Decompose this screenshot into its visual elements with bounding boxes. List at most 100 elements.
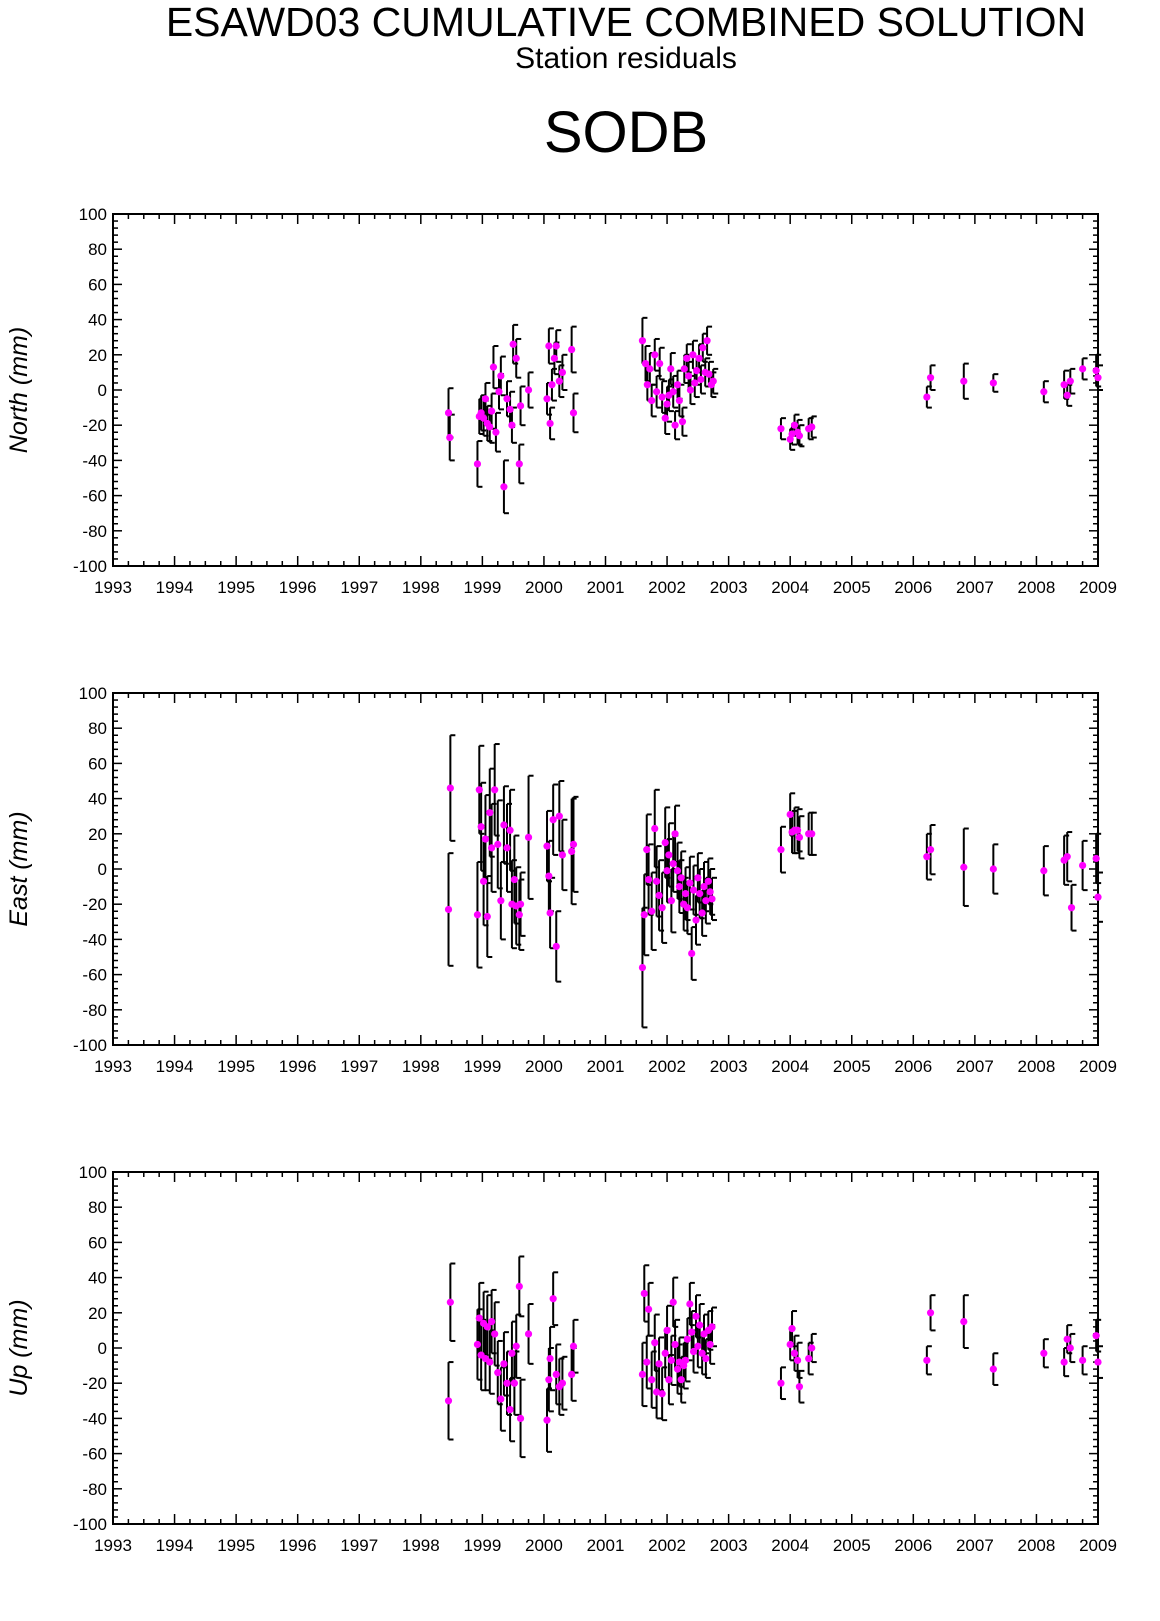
x-tick-label: 1995 [217, 1057, 255, 1076]
data-point [663, 867, 671, 875]
data-point [805, 1354, 813, 1363]
y-tick-label: 40 [88, 311, 107, 330]
x-tick-label: 1996 [279, 1057, 317, 1076]
x-tick-label: 2005 [833, 1536, 871, 1555]
data-point [681, 890, 690, 898]
data-point [506, 405, 514, 413]
y-tick-label: 0 [98, 381, 107, 400]
data-point [678, 418, 687, 426]
data-point [506, 1406, 514, 1414]
data-point [1040, 1349, 1048, 1357]
data-point [671, 830, 679, 838]
data-point [694, 874, 702, 882]
data-point [700, 883, 708, 891]
data-point [548, 381, 556, 389]
chart-title: ESAWD03 CUMULATIVE COMBINED SOLUTION [165, 0, 1087, 45]
data-point [671, 421, 679, 429]
x-tick-label: 2008 [1018, 1057, 1056, 1076]
y-tick-label: 0 [98, 860, 107, 879]
data-point [640, 911, 648, 919]
x-tick-label: 1993 [94, 578, 132, 597]
data-point [488, 407, 496, 415]
data-point [669, 860, 677, 868]
data-point [923, 1356, 931, 1364]
y-tick-label: -40 [82, 1409, 107, 1428]
y-tick-label: 20 [88, 346, 107, 365]
x-tick-label: 1994 [156, 1536, 194, 1555]
data-point [926, 374, 935, 382]
data-point [1063, 853, 1071, 861]
data-point [1079, 365, 1087, 373]
plot-frame [112, 213, 1099, 567]
data-point [661, 414, 669, 422]
data-point [524, 833, 533, 841]
data-point [656, 360, 664, 368]
data-point [989, 1365, 997, 1373]
data-point [689, 1347, 698, 1356]
data-point [473, 911, 482, 919]
data-point [648, 396, 656, 405]
data-point [480, 414, 488, 422]
x-tick-label: 1996 [279, 578, 317, 597]
data-point [923, 853, 931, 861]
y-tick-label: -100 [73, 1036, 107, 1055]
data-point [658, 1390, 666, 1398]
data-point [524, 1330, 533, 1338]
data-point [669, 1298, 677, 1306]
data-point [1092, 854, 1100, 863]
data-point [696, 1321, 704, 1329]
data-point [926, 1309, 935, 1317]
x-tick-label: 1998 [402, 1536, 440, 1555]
data-point [989, 379, 997, 387]
data-point [477, 823, 485, 831]
y-tick-label: 60 [88, 1233, 107, 1252]
data-point [681, 1356, 690, 1364]
data-point [549, 816, 557, 824]
x-tick-label: 2004 [771, 1057, 809, 1076]
y-tick-label: -40 [82, 451, 107, 470]
data-point [569, 840, 578, 848]
data-point [509, 340, 517, 348]
x-tick-label: 2002 [648, 1057, 686, 1076]
data-point [506, 826, 514, 834]
data-point [1060, 381, 1068, 389]
data-point [692, 1312, 700, 1320]
x-tick-label: 2001 [587, 578, 625, 597]
y-tick-label: -80 [82, 1001, 107, 1020]
data-point [665, 1376, 673, 1384]
data-point [1060, 1358, 1068, 1366]
data-point [475, 786, 483, 794]
x-tick-label: 2003 [710, 578, 748, 597]
x-tick-label: 2005 [833, 1057, 871, 1076]
x-tick-label: 2007 [956, 1057, 994, 1076]
data-point [641, 360, 650, 368]
data-point [481, 835, 490, 843]
y-axis-label: North (mm) [5, 327, 33, 453]
data-point [677, 1376, 685, 1384]
x-tick-label: 2000 [525, 578, 563, 597]
data-point [503, 1379, 511, 1387]
y-tick-label: 40 [88, 790, 107, 809]
data-point [638, 337, 647, 345]
data-point [1066, 377, 1074, 385]
data-point [568, 847, 576, 856]
data-point [489, 363, 498, 371]
data-point [552, 1370, 560, 1378]
east-panel: 100 80 60 40 20 0 -20 -40 -60 -80 -100 1993 1994 1995… [5, 684, 1117, 1076]
y-tick-label: 80 [88, 1198, 107, 1217]
data-point [497, 897, 505, 905]
plot-frame [112, 1171, 1099, 1525]
data-point [667, 1356, 675, 1364]
x-tick-label: 2009 [1079, 1057, 1117, 1076]
data-point [694, 1342, 702, 1350]
x-tick-label: 2006 [894, 1536, 932, 1555]
data-point [688, 949, 696, 958]
x-tick-label: 1998 [402, 1057, 440, 1076]
x-tick-label: 1994 [156, 1057, 194, 1076]
y-tick-label: -60 [82, 487, 107, 506]
data-point [483, 912, 491, 921]
x-tick-label: 1995 [217, 578, 255, 597]
data-point [545, 872, 553, 880]
data-point [689, 351, 697, 359]
x-tick-label: 2002 [648, 578, 686, 597]
